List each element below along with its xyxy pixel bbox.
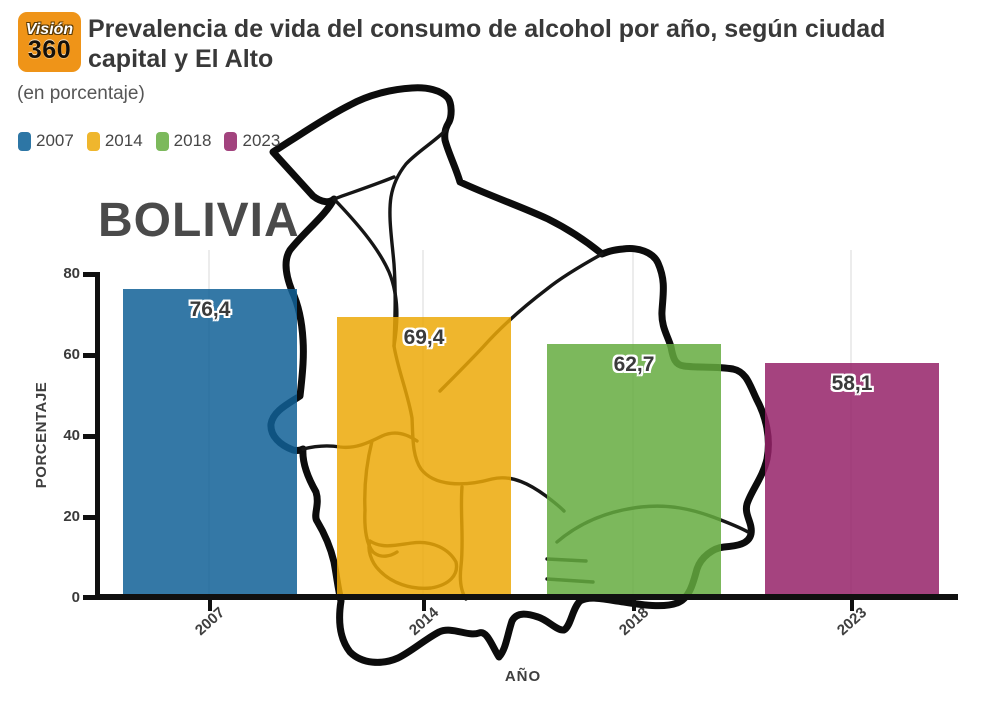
y-tick-label-0: 0	[71, 589, 80, 606]
legend-label-2014: 2014	[104, 131, 143, 150]
y-tick	[83, 434, 96, 439]
bar-2014: 69,4	[337, 316, 511, 598]
legend-swatch-2007	[18, 131, 31, 151]
bar-value-2014: 69,4	[403, 325, 445, 349]
y-axis-title: PORCENTAJE	[33, 381, 50, 489]
y-tick	[83, 272, 96, 277]
y-tick-label-20: 20	[63, 508, 80, 525]
x-tick	[422, 598, 426, 611]
bar-value-2007: 76,4	[189, 297, 231, 321]
y-tick-label-40: 40	[63, 427, 80, 444]
y-tick-label-80: 80	[63, 265, 80, 282]
x-axis-title: AÑO	[504, 668, 542, 685]
country-label: BOLIVIA	[98, 194, 300, 247]
y-tick	[83, 595, 96, 600]
map-department-border	[388, 128, 448, 348]
legend-label-2007: 2007	[36, 131, 74, 150]
subtitle: (en porcentaje)	[17, 83, 145, 104]
y-axis-line	[95, 272, 100, 600]
y-tick-label-60: 60	[63, 346, 80, 363]
map-department-border	[332, 175, 396, 201]
page-title: Prevalencia de vida del consumo de alcoh…	[88, 14, 968, 74]
title-line-2: capital y El Alto	[88, 45, 274, 73]
bar-value-2023: 58,1	[831, 371, 873, 395]
y-tick	[83, 515, 96, 520]
bar-2023: 58,1	[765, 362, 939, 598]
x-axis-line	[95, 594, 958, 600]
logo-text-vision: Visión	[25, 21, 74, 38]
logo-text-360: 360	[27, 36, 72, 64]
y-tick	[83, 353, 96, 358]
x-tick	[208, 598, 212, 611]
bar-value-2018: 62,7	[613, 353, 655, 377]
legend-label-2018: 2018	[173, 131, 212, 150]
bar-2018: 62,7	[547, 344, 721, 598]
legend: 2007 2014 2018 2023	[18, 131, 293, 151]
x-tick	[632, 598, 636, 611]
x-tick	[850, 598, 854, 611]
title-line-1: Prevalencia de vida del consumo de alcoh…	[88, 15, 886, 43]
legend-label-2023: 2023	[242, 131, 281, 150]
legend-swatch-2018	[155, 131, 169, 151]
legend-swatch-2023	[224, 131, 238, 151]
vision360-logo: Visión 360	[18, 12, 81, 72]
bar-2007: 76,4	[123, 288, 297, 598]
legend-swatch-2014	[86, 131, 100, 151]
